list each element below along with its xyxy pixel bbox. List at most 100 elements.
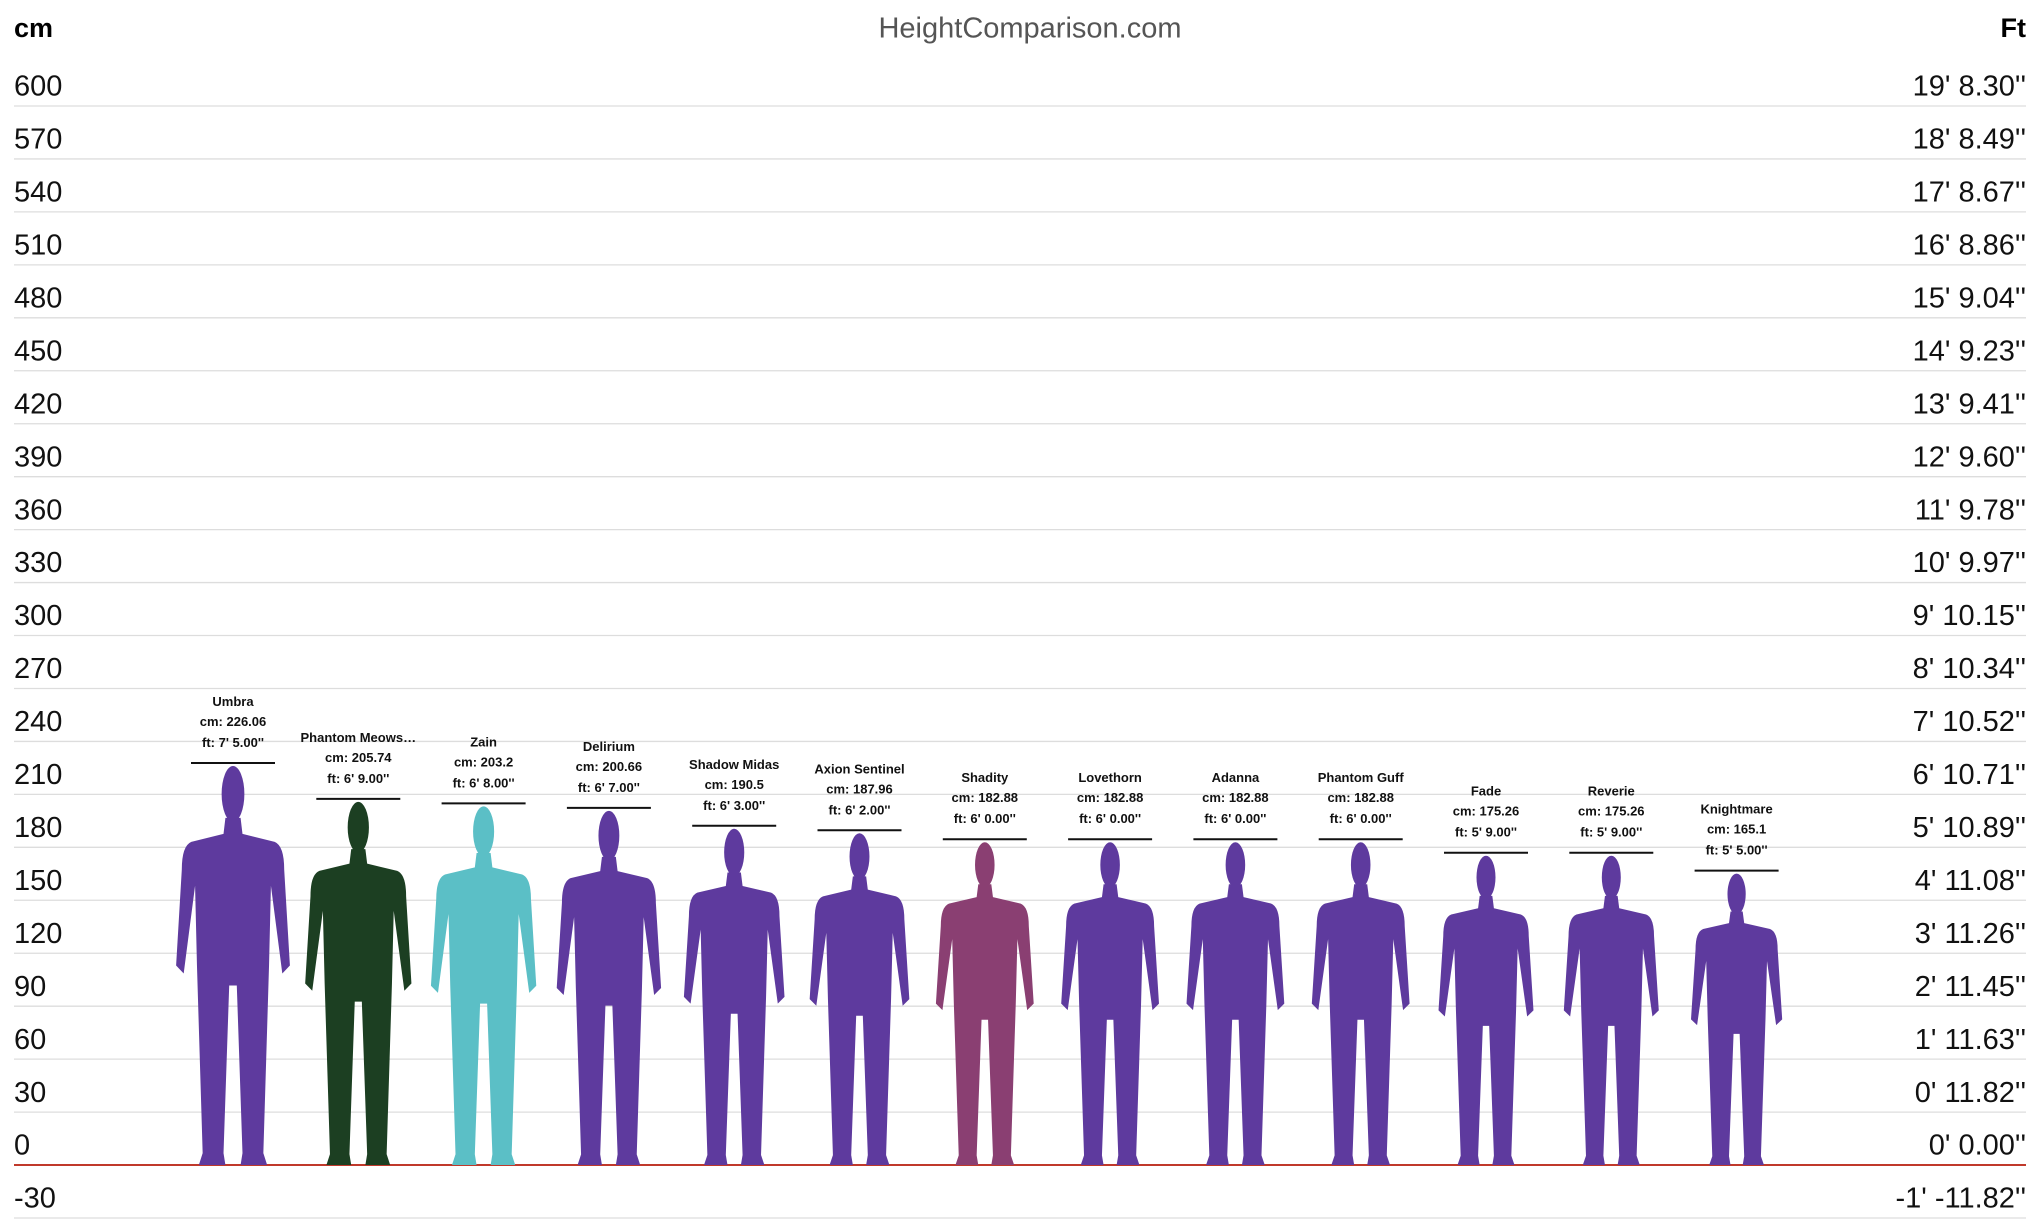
y2-tick-label: 4' 11.08'' (1915, 865, 2026, 897)
figure-cm: cm: 182.88 (1077, 790, 1144, 805)
figure-ft: ft: 5' 9.00'' (1580, 825, 1642, 840)
y2-tick-label: 17' 8.67'' (1913, 177, 2026, 209)
figure (556, 810, 662, 1166)
figure-name: Axion Sentinel (814, 761, 904, 776)
y-tick-label: 90 (14, 971, 46, 1003)
figure-cm: cm: 175.26 (1578, 804, 1645, 819)
y-tick-label: 120 (14, 918, 62, 950)
y-tick-label: 600 (14, 71, 62, 103)
y-tick-label: 390 (14, 441, 62, 473)
y-tick-label: 510 (14, 230, 62, 262)
figure (176, 766, 290, 1166)
y2-tick-label: 10' 9.97'' (1913, 547, 2026, 579)
y2-tick-label: 9' 10.15'' (1913, 600, 2026, 632)
y-tick-label: 60 (14, 1024, 46, 1056)
figure-ft: ft: 6' 9.00'' (327, 771, 389, 786)
figure-cm: cm: 200.66 (576, 759, 643, 774)
y-tick-label: 570 (14, 124, 62, 156)
y2-tick-label: 13' 9.41'' (1913, 388, 2026, 420)
y-axis-label: cm (14, 13, 53, 43)
y-tick-label: 210 (14, 759, 62, 791)
y-tick-label: 0 (14, 1130, 30, 1162)
y-tick-label: 540 (14, 177, 62, 209)
y2-tick-label: 2' 11.45'' (1915, 971, 2026, 1003)
y-tick-label: 360 (14, 494, 62, 526)
y2-tick-label: 18' 8.49'' (1913, 124, 2026, 156)
figure-cm: cm: 203.2 (454, 754, 513, 769)
figure-cm: cm: 190.5 (705, 777, 764, 792)
y2-tick-label: 12' 9.60'' (1913, 441, 2026, 473)
figure (1186, 842, 1285, 1166)
y2-tick-label: 6' 10.71'' (1913, 759, 2026, 791)
y2-tick-label: 5' 10.89'' (1913, 812, 2026, 844)
figure-ft: ft: 6' 0.00'' (1204, 811, 1266, 826)
figure-ft: ft: 7' 5.00'' (202, 735, 264, 750)
figure-ft: ft: 6' 3.00'' (703, 798, 765, 813)
figure-name: Umbra (212, 694, 254, 709)
figure (1061, 842, 1159, 1166)
figure (430, 806, 537, 1166)
y2-tick-label: -1' -11.82'' (1895, 1183, 2026, 1215)
figure-name: Phantom Guff (1318, 770, 1405, 785)
y-tick-label: 420 (14, 388, 62, 420)
figure-ft: ft: 6' 8.00'' (453, 775, 515, 790)
figure-ft: ft: 6' 0.00'' (954, 811, 1016, 826)
figure-ft: ft: 5' 9.00'' (1455, 825, 1517, 840)
y-tick-label: -30 (14, 1183, 56, 1215)
figure-ft: ft: 6' 0.00'' (1079, 811, 1141, 826)
figure-name: Shadow Midas (689, 757, 779, 772)
figure-cm: cm: 182.88 (1202, 790, 1269, 805)
y2-tick-label: 19' 8.30'' (1913, 71, 2026, 103)
y-tick-label: 150 (14, 865, 62, 897)
y2-tick-label: 16' 8.86'' (1913, 230, 2026, 262)
figure-cm: cm: 175.26 (1453, 804, 1520, 819)
figure-name: Adanna (1212, 770, 1260, 785)
figure (1563, 855, 1659, 1166)
figure-cm: cm: 226.06 (200, 714, 267, 729)
y2-axis-label: Ft (2001, 13, 2026, 43)
y-tick-label: 30 (14, 1077, 46, 1109)
y-tick-label: 480 (14, 282, 62, 314)
y-tick-label: 450 (14, 335, 62, 367)
figure (1691, 873, 1783, 1166)
y2-tick-label: 0' 11.82'' (1915, 1077, 2026, 1109)
figure (683, 828, 785, 1166)
y2-tick-label: 3' 11.26'' (1915, 918, 2026, 950)
figure-name: Delirium (583, 739, 635, 754)
chart-title: HeightComparison.com (878, 13, 1181, 45)
figure-name: Lovethorn (1078, 770, 1142, 785)
y2-tick-label: 7' 10.52'' (1913, 706, 2026, 738)
figure-ft: ft: 6' 2.00'' (828, 802, 890, 817)
figure-name: Knightmare (1700, 802, 1772, 817)
y2-tick-label: 8' 10.34'' (1913, 653, 2026, 685)
figure (935, 842, 1034, 1166)
figure-name: Shadity (961, 770, 1009, 785)
figure-cm: cm: 182.88 (1327, 790, 1394, 805)
y-tick-label: 240 (14, 706, 62, 738)
figure-cm: cm: 205.74 (325, 750, 392, 765)
figure (1438, 855, 1534, 1166)
figure-cm: cm: 182.88 (952, 790, 1019, 805)
y2-tick-label: 15' 9.04'' (1913, 282, 2026, 314)
y-tick-label: 270 (14, 653, 62, 685)
figure-ft: ft: 6' 0.00'' (1330, 811, 1392, 826)
figure-name: Zain (470, 734, 497, 749)
figure-ft: ft: 6' 7.00'' (578, 780, 640, 795)
y2-tick-label: 1' 11.63'' (1915, 1024, 2026, 1056)
figure-cm: cm: 187.96 (826, 781, 893, 796)
y2-tick-label: 11' 9.78'' (1915, 494, 2026, 526)
figure-name: Reverie (1588, 784, 1635, 799)
figure-name: Fade (1471, 784, 1501, 799)
y-tick-label: 300 (14, 600, 62, 632)
y-tick-label: 180 (14, 812, 62, 844)
y-tick-label: 330 (14, 547, 62, 579)
y2-tick-label: 0' 0.00'' (1929, 1130, 2026, 1162)
figure (809, 833, 910, 1166)
y2-tick-label: 14' 9.23'' (1913, 335, 2026, 367)
figure-ft: ft: 5' 5.00'' (1706, 843, 1768, 858)
figure-name: Phantom Meows… (301, 730, 417, 745)
figure (305, 801, 412, 1166)
figure (1311, 842, 1410, 1166)
